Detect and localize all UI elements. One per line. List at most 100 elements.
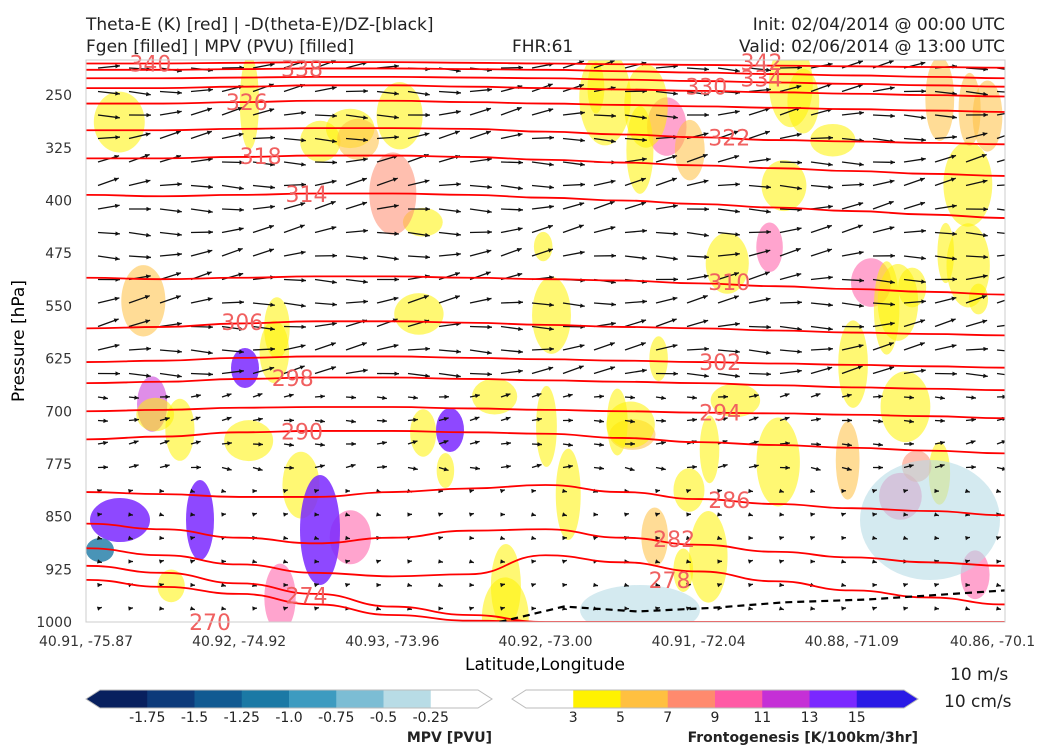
wind-vector xyxy=(716,583,723,588)
wind-vector xyxy=(407,582,413,587)
vector-head xyxy=(392,177,398,182)
vector-head xyxy=(301,182,306,187)
vector-head xyxy=(859,162,864,167)
wind-vector xyxy=(221,300,245,305)
vector-head xyxy=(672,296,678,301)
fgen-colorbar-segment xyxy=(573,690,621,708)
wind-vector xyxy=(469,466,480,471)
wind-vector xyxy=(531,135,555,140)
vector-head xyxy=(846,393,852,398)
wind-vector xyxy=(500,226,523,234)
y-tick-label: 1000 xyxy=(36,615,72,631)
vector-head xyxy=(797,300,802,305)
vector-head xyxy=(485,130,491,135)
fgen-colorbar-outline xyxy=(511,689,919,709)
vector-head xyxy=(909,395,914,400)
wind-vector xyxy=(376,255,399,261)
wind-vector xyxy=(872,179,895,187)
wind-vector xyxy=(779,160,803,165)
vector-head xyxy=(766,324,771,330)
vector-head xyxy=(164,416,170,422)
wind-vector xyxy=(871,559,878,564)
vector-head xyxy=(939,463,945,469)
vector-head xyxy=(549,302,554,307)
vector-head xyxy=(1014,349,1019,353)
vector-head xyxy=(146,346,151,352)
vector-head xyxy=(692,464,697,470)
wind-vector xyxy=(438,416,449,422)
wind-vector xyxy=(469,393,480,399)
fgen-colorbar: 3 5 7 9 11 13 15 xyxy=(511,689,919,726)
wind-vector xyxy=(500,300,524,305)
vector-head xyxy=(456,252,461,257)
theta-e-contour-326 xyxy=(86,99,1005,113)
wind-vector xyxy=(779,300,803,305)
wind-vector xyxy=(872,226,895,234)
vector-head xyxy=(578,83,584,89)
wind-vector xyxy=(841,418,853,423)
wind-vector xyxy=(748,208,771,214)
wind-vector xyxy=(159,321,182,328)
vector-head xyxy=(454,295,460,300)
wind-vector xyxy=(686,254,709,260)
wind-vector xyxy=(283,442,294,447)
vector-head xyxy=(115,371,120,376)
wind-vector xyxy=(562,137,585,143)
vector-head xyxy=(982,91,988,97)
wind-vector xyxy=(779,535,785,541)
vector-head xyxy=(579,344,585,349)
vector-head xyxy=(320,442,325,447)
wind-vector xyxy=(128,395,140,400)
vector-head xyxy=(474,440,480,445)
wind-vector xyxy=(562,182,586,187)
fgen-fill-region xyxy=(689,510,728,603)
wind-vector xyxy=(128,179,151,187)
wind-vector xyxy=(996,134,1005,140)
fgen-colorbar-label: Frontogenesis [K/100km/3hr] xyxy=(688,730,918,746)
vector-head xyxy=(580,182,585,187)
vector-head xyxy=(382,395,387,400)
vector-head xyxy=(145,91,151,97)
vector-head xyxy=(809,536,815,541)
vector-head xyxy=(413,395,418,400)
vector-head xyxy=(859,278,864,283)
wind-vector xyxy=(314,200,336,210)
vector-head xyxy=(238,227,244,232)
wind-vector xyxy=(159,208,182,214)
x-tick-label: 40.92, -74.92 xyxy=(192,634,286,650)
wind-vector xyxy=(97,296,120,304)
vector-head xyxy=(766,67,771,73)
wind-vector xyxy=(965,417,977,423)
wind-vector xyxy=(531,488,537,494)
vector-head xyxy=(505,416,511,421)
vector-head xyxy=(437,512,443,517)
wind-vector xyxy=(965,254,989,260)
wind-vector xyxy=(221,606,227,611)
fgen-colorbar-segment xyxy=(715,690,763,708)
vector-head xyxy=(282,489,288,494)
vector-head xyxy=(982,319,988,324)
wind-vector xyxy=(438,90,461,95)
wind-vector xyxy=(624,441,636,447)
vector-head xyxy=(841,535,846,541)
vector-head xyxy=(702,153,708,159)
wind-vector xyxy=(655,466,666,471)
vector-head xyxy=(517,185,523,191)
wind-vector xyxy=(934,318,956,328)
vector-head xyxy=(283,582,288,588)
wind-vector xyxy=(748,271,770,281)
x-tick-label: 40.91, -72.04 xyxy=(652,634,746,650)
wind-vector xyxy=(438,109,461,116)
wind-vector xyxy=(964,559,971,564)
vector-head xyxy=(221,606,226,611)
wind-vector xyxy=(159,439,170,445)
wind-vector xyxy=(779,184,802,191)
wind-vector xyxy=(965,179,988,187)
wind-vector xyxy=(345,177,368,187)
vector-head xyxy=(394,64,399,69)
vector-head xyxy=(747,512,753,517)
wind-vector xyxy=(717,252,740,257)
vector-head xyxy=(189,488,195,493)
vector-head xyxy=(531,535,536,541)
vector-head xyxy=(144,295,150,300)
